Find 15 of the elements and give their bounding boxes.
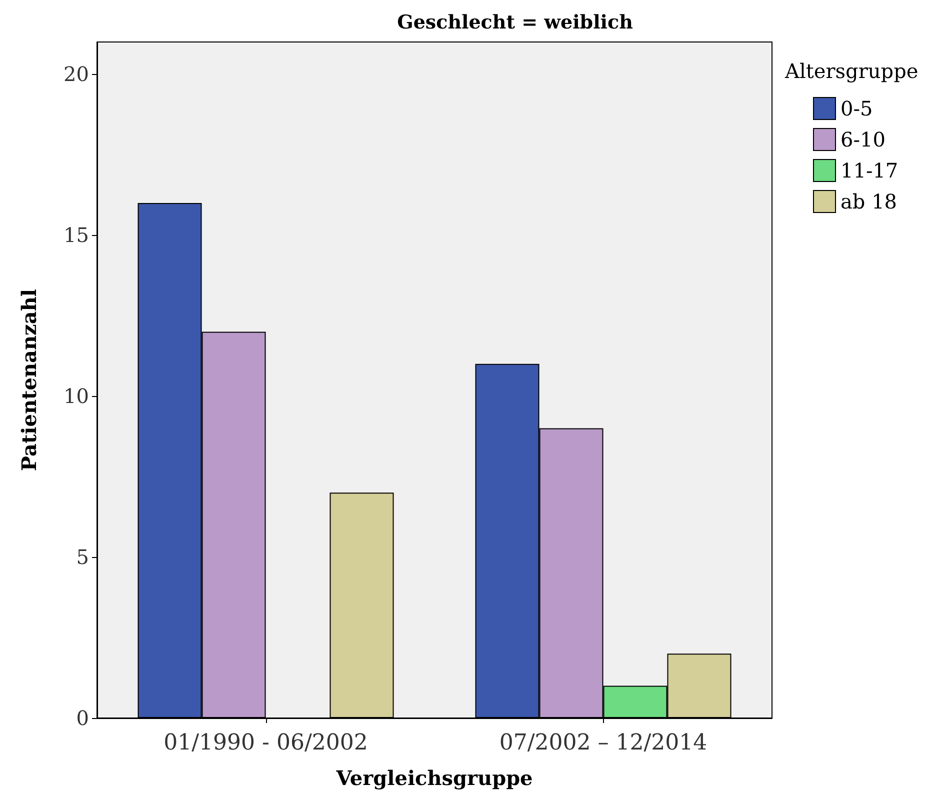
y-tick-label: 0 xyxy=(76,706,89,730)
legend-label: 6-10 xyxy=(840,128,886,152)
y-axis-title: Patientenanzahl xyxy=(17,288,41,472)
x-tick-label: 01/1990 - 06/2002 xyxy=(164,730,368,756)
y-tick-label: 15 xyxy=(64,223,89,248)
y-tick-label: 20 xyxy=(64,62,89,86)
legend-label: 0-5 xyxy=(840,96,873,120)
x-tick-label: 07/2002 – 12/2014 xyxy=(499,730,708,756)
legend-label: 11-17 xyxy=(840,158,898,182)
x-axis-title: Vergleichsgruppe xyxy=(335,766,533,790)
legend-title: Altersgruppe xyxy=(784,59,918,83)
legend-label: ab 18 xyxy=(840,190,898,214)
y-tick-label: 10 xyxy=(64,384,89,408)
chart-title: Geschlecht = weiblich xyxy=(397,12,634,34)
y-tick-label: 5 xyxy=(76,545,89,570)
